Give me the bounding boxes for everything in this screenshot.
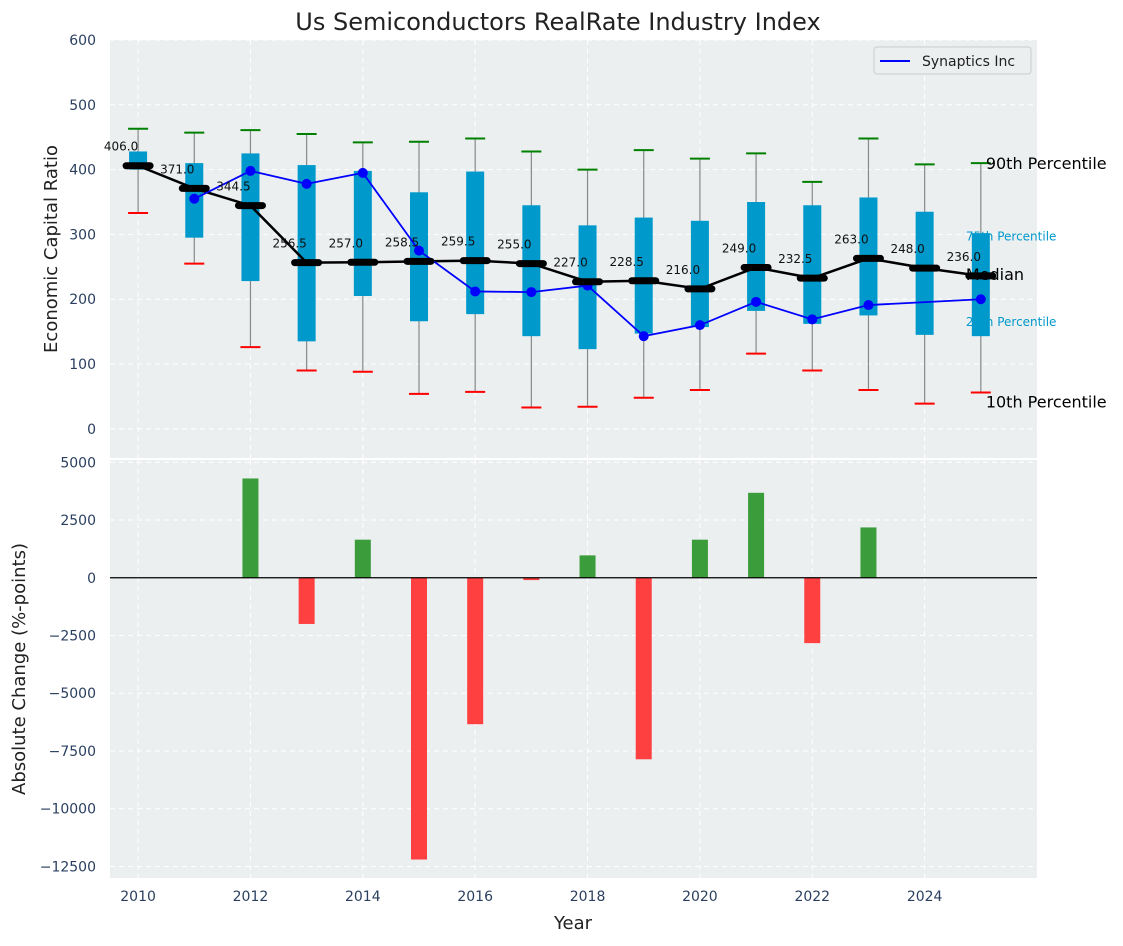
x-tick-label: 2020 [682,889,718,905]
median-label: 259.5 [441,235,475,249]
iqr-box [241,153,260,282]
annotation-p90: 90th Percentile [986,154,1107,173]
change-bar [242,478,259,578]
y-tick-label: −5000 [49,686,96,702]
y-tick-label: −10000 [40,802,96,818]
iqr-box [803,205,822,324]
synaptics-point [694,320,705,331]
median-label: 256.5 [272,237,306,251]
median-label: 248.0 [890,242,924,256]
synaptics-point [863,300,874,311]
median-label: 344.5 [216,180,250,194]
change-bar [579,555,596,578]
synaptics-point [470,286,481,297]
change-bar [748,492,765,578]
bottom-axes: 5000 2500 0 −2500 −5000 −7500 −10000 −12500 2010… [40,455,1037,905]
synaptics-point [301,178,312,189]
x-tick-label: 2022 [794,889,830,905]
change-bar [298,577,315,624]
y-tick-label: 0 [87,422,96,438]
median-label: 232.5 [778,252,812,266]
change-bar [411,577,427,860]
top-axes: 0 100 200 300 400 500 600 406.0 371.0 344.5 256.5 2… [69,33,1107,458]
median-label: 216.0 [666,263,700,277]
synaptics-point [357,167,368,178]
change-bar [691,539,708,578]
y-tick-label: −7500 [49,744,96,760]
median-line [137,164,981,291]
synaptics-point [638,331,649,342]
iqr-box [690,220,709,328]
synaptics-point [189,193,200,204]
median-label: 263.0 [834,232,868,246]
synaptics-line [193,169,981,338]
median-label: 406.0 [104,140,138,154]
y-tick-label: −2500 [49,629,96,645]
iqr-box [747,202,766,311]
annotation-p10: 10th Percentile [986,393,1107,412]
synaptics-point [975,294,986,305]
median-label: 228.5 [610,255,644,269]
change-bar [635,577,652,760]
change-bar [860,527,877,578]
annotation-p25: 25th Percentile [966,315,1057,329]
iqr-box [971,233,990,337]
y-tick-label: 600 [69,33,96,49]
y-tick-label: 2500 [60,513,96,529]
iqr-box [915,211,934,335]
x-tick-label: 2016 [457,889,493,905]
legend-label-synaptics: Synaptics Inc [922,54,1015,70]
y-tick-label: 300 [69,227,96,243]
iqr-box [297,165,316,342]
median-label: 236.0 [947,250,981,264]
x-tick-label: 2018 [570,889,606,905]
annotation-p75: 75th Percentile [966,229,1057,243]
change-bar [467,577,484,725]
y-tick-label: 100 [69,357,96,373]
median-label: 227.0 [553,256,587,270]
change-bar [354,539,371,578]
change-bar [523,577,540,581]
y-tick-label: 500 [69,98,96,114]
y-tick-label: −12500 [40,859,96,875]
synaptics-point [751,296,762,307]
iqr-box [522,205,541,337]
y-tick-label: 400 [69,163,96,179]
top-y-axis-label: Economic Capital Ratio [41,145,62,353]
iqr-box [466,171,485,315]
iqr-box [353,170,372,296]
change-bar [804,577,821,644]
y-tick-label: 5000 [60,455,96,471]
annotation-median: Median [966,265,1024,284]
plot-background [110,40,1037,458]
median-label: 249.0 [722,241,756,255]
y-tick-label: 200 [69,292,96,308]
median-label: 371.0 [160,162,194,176]
iqr-box [410,192,428,322]
x-tick-label: 2012 [233,889,269,905]
y-tick-label: 0 [87,571,96,587]
chart-title: Us Semiconductors RealRate Industry Inde… [295,8,820,36]
synaptics-point [414,245,424,256]
legend: Synaptics Inc [873,46,1032,75]
synaptics-point [245,165,256,176]
median-label: 258.5 [385,235,419,249]
x-tick-label: 2010 [120,889,156,905]
bottom-y-axis-label: Absolute Change (%-points) [9,543,30,795]
x-tick-label: 2024 [907,889,943,905]
x-axis-label: Year [553,913,593,934]
synaptics-point [807,314,818,325]
iqr-box [634,217,653,334]
median-label: 257.0 [329,236,363,250]
median-label: 255.0 [497,238,531,252]
synaptics-point [526,287,537,298]
x-tick-label: 2014 [345,889,381,905]
